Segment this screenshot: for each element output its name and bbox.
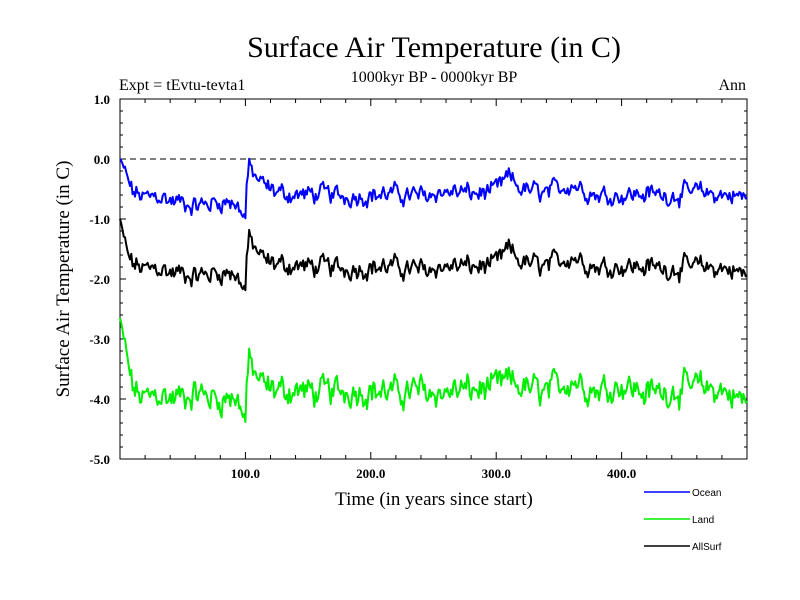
y-tick-label: -1.0 <box>89 212 110 227</box>
legend-label-ocean: Ocean <box>692 488 721 499</box>
x-tick-label: 200.0 <box>356 466 385 481</box>
y-tick-label: -3.0 <box>89 332 110 347</box>
x-tick-label: 300.0 <box>482 466 511 481</box>
x-tick-label: 400.0 <box>607 466 636 481</box>
series-line-allsurf <box>119 218 748 292</box>
x-axis: 100.0 200.0 300.0 400.0 <box>144 99 723 481</box>
series-line-ocean <box>119 157 748 220</box>
x-axis-label: Time (in years since start) <box>335 489 533 510</box>
x-tick-label: 100.0 <box>231 466 260 481</box>
y-axis: 1.0 0.0 -1.0 -2.0 -3.0 -4.0 -5.0 <box>89 92 747 467</box>
legend-label-land: Land <box>692 515 714 526</box>
chart-title: Surface Air Temperature (in C) <box>247 31 621 64</box>
y-tick-label: 1.0 <box>94 92 110 107</box>
y-tick-label: -4.0 <box>89 392 110 407</box>
time-range-label: 1000kyr BP - 0000kyr BP <box>351 69 518 86</box>
experiment-label: Expt = tEvtu-tevta1 <box>119 77 245 94</box>
y-tick-label: -5.0 <box>89 452 110 467</box>
y-axis-label: Surface Air Temperature (in C) <box>53 161 74 398</box>
legend-label-allsurf: AllSurf <box>692 542 722 553</box>
series-line-land <box>119 317 748 423</box>
plot-frame <box>119 98 748 460</box>
y-tick-label: 0.0 <box>94 152 110 167</box>
legend: Ocean Land AllSurf <box>644 488 722 553</box>
series-lines <box>119 157 748 423</box>
y-tick-label: -2.0 <box>89 272 110 287</box>
season-label: Ann <box>718 77 746 94</box>
